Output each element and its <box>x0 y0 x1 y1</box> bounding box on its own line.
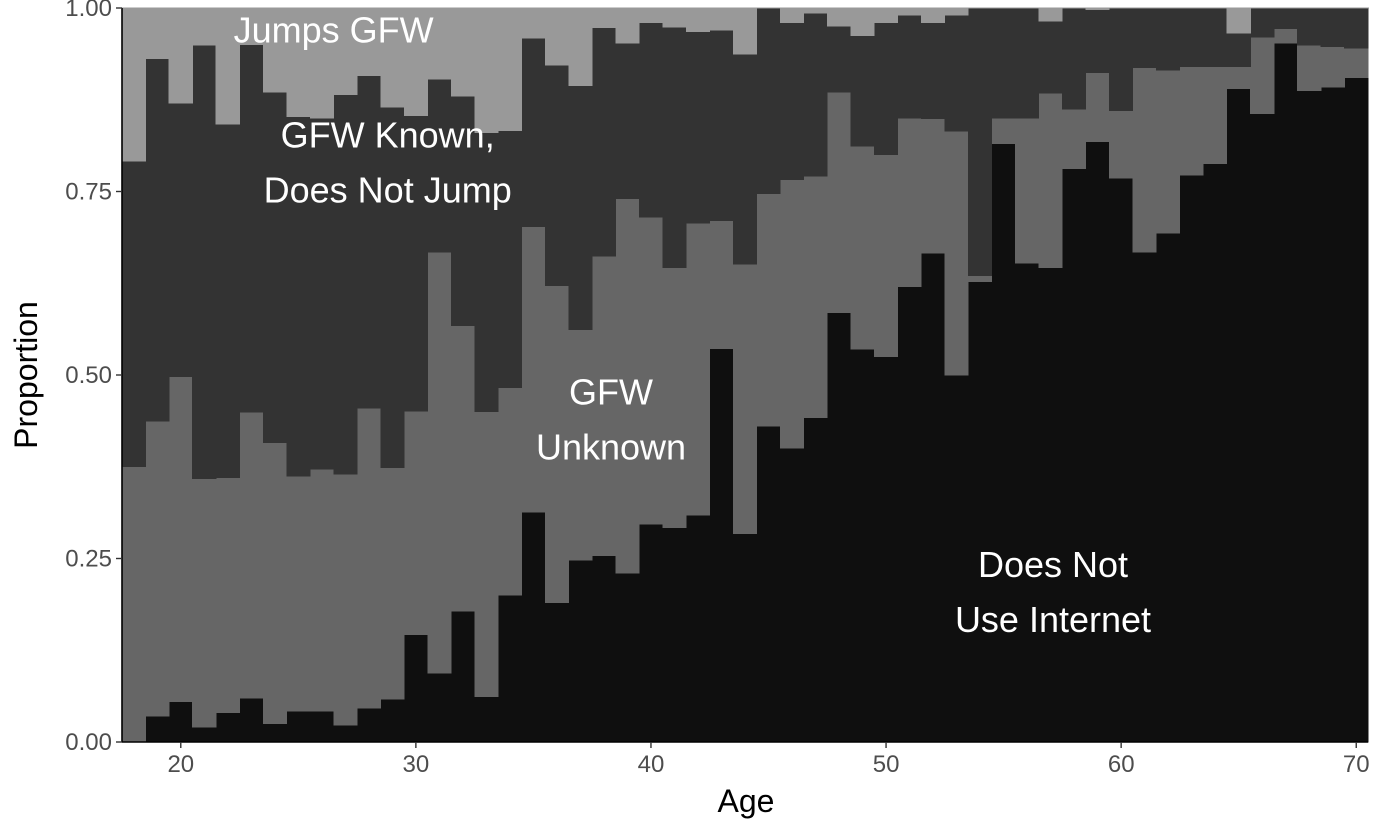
annotation-gfw-known-line-1: GFW Known, <box>281 115 495 156</box>
annotation-gfw-unknown-line-2: Unknown <box>536 426 686 467</box>
annotation-jumps-gfw-line-1: Jumps GFW <box>234 10 434 51</box>
x-axis-title: Age <box>718 783 775 819</box>
annotation-no-internet-line-2: Use Internet <box>955 599 1151 640</box>
y-tick-label-1.00: 1.00 <box>65 0 112 22</box>
x-tick-label-50: 50 <box>873 751 900 778</box>
x-tick-label-70: 70 <box>1343 751 1370 778</box>
axes: 20 30 40 50 60 70 0.00 0.25 0.50 0.75 1.00 <box>65 0 1369 778</box>
y-tick-label-0.25: 0.25 <box>65 546 112 573</box>
y-axis-title: Proportion <box>8 301 44 449</box>
plot-areas <box>121 7 1369 743</box>
y-tick-label-0.75: 0.75 <box>65 179 112 206</box>
x-tick-label-40: 40 <box>638 751 665 778</box>
annotation-no-internet-line-1: Does Not <box>978 544 1128 585</box>
x-tick-label-60: 60 <box>1108 751 1135 778</box>
area-jumps-gfw <box>121 7 1368 162</box>
annotation-gfw-known-line-2: Does Not Jump <box>264 170 512 211</box>
region-annotations: Jumps GFW GFW Known, Does Not Jump GFW Unkno… <box>234 10 1151 640</box>
annotation-gfw-unknown-line-1: GFW <box>569 371 653 412</box>
y-tick-label-0.00: 0.00 <box>65 729 112 756</box>
y-tick-label-0.50: 0.50 <box>65 362 112 389</box>
x-tick-label-20: 20 <box>167 751 194 778</box>
x-tick-label-30: 30 <box>403 751 430 778</box>
